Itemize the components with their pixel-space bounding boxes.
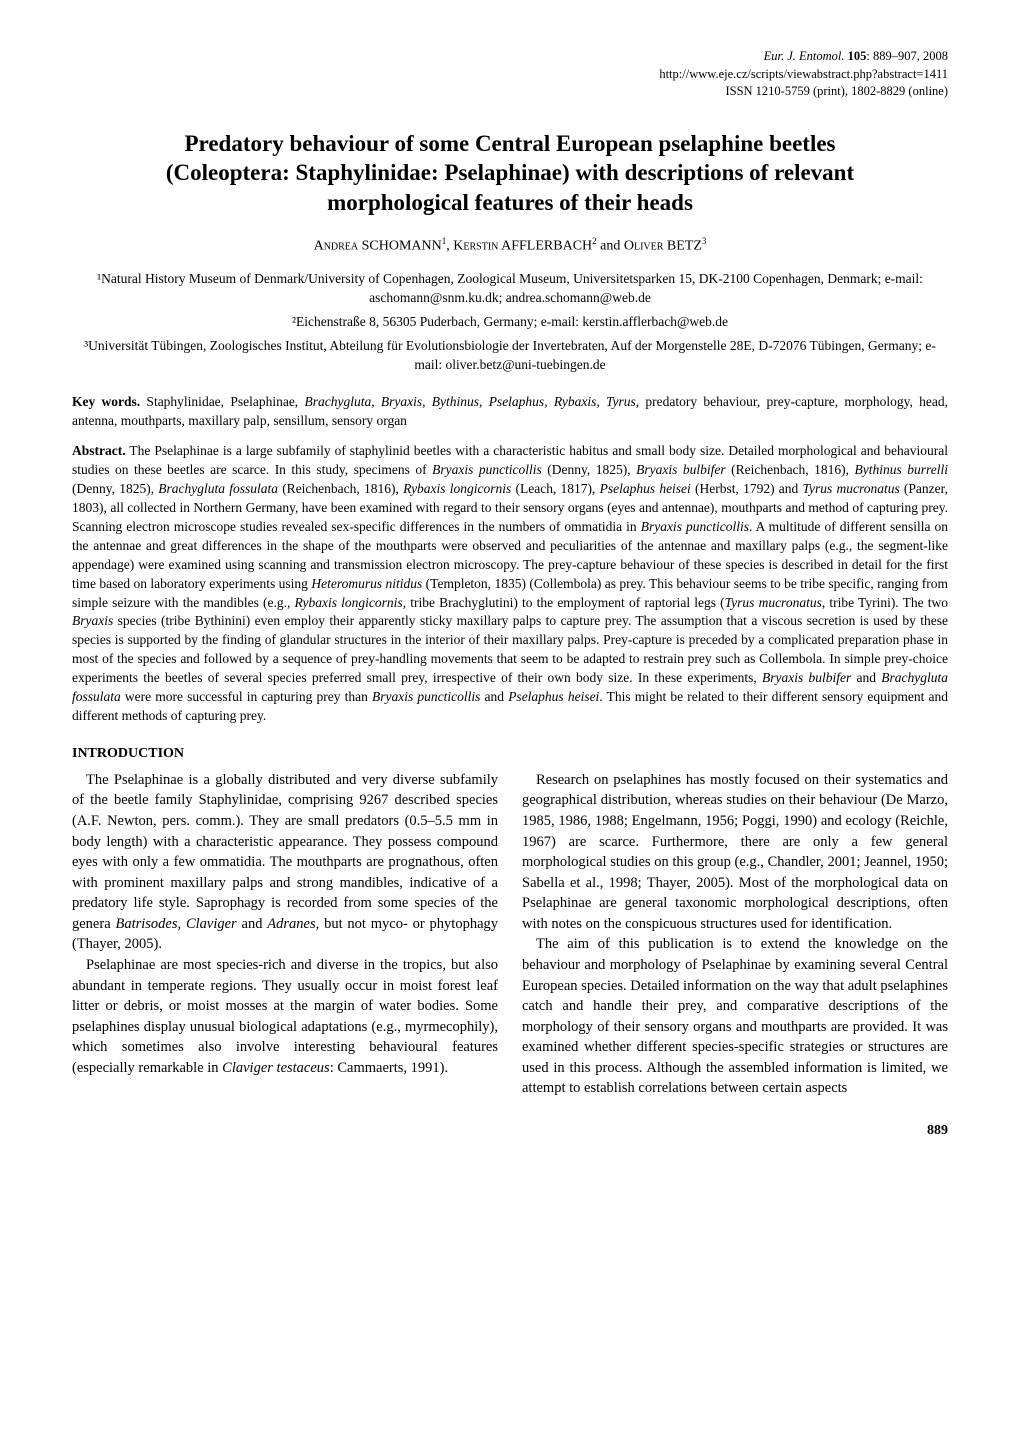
title-line-1: Predatory behaviour of some Central Euro… bbox=[184, 131, 835, 156]
page-number: 889 bbox=[72, 1123, 948, 1139]
keywords-label: Key words. bbox=[72, 394, 140, 409]
title-line-2: (Coleoptera: Staphylinidae: Pselaphinae)… bbox=[166, 160, 854, 185]
author-list: Andrea SCHOMANN1, Kerstin AFFLERBACH2 an… bbox=[72, 236, 948, 255]
column-right: Research on pselaphines has mostly focus… bbox=[522, 770, 948, 1099]
journal-volume: 105 bbox=[848, 49, 867, 63]
affiliations: ¹Natural History Museum of Denmark/Unive… bbox=[72, 269, 948, 375]
paragraph: The Pselaphinae is a globally distribute… bbox=[72, 770, 498, 955]
column-left: The Pselaphinae is a globally distribute… bbox=[72, 770, 498, 1099]
affiliation-3: ³Universität Tübingen, Zoologisches Inst… bbox=[72, 336, 948, 375]
section-heading-introduction: INTRODUCTION bbox=[72, 746, 948, 762]
abstract-body: The Pselaphinae is a large subfamily of … bbox=[72, 443, 948, 722]
keywords: Key words. Staphylinidae, Pselaphinae, B… bbox=[72, 393, 948, 431]
affiliation-1: ¹Natural History Museum of Denmark/Unive… bbox=[72, 269, 948, 308]
keywords-taxa: Brachygluta, Bryaxis, Bythinus, Pselaphu… bbox=[304, 394, 635, 409]
journal-header: Eur. J. Entomol. 105: 889–907, 2008 http… bbox=[72, 48, 948, 101]
journal-citation: Eur. J. Entomol. 105: 889–907, 2008 bbox=[72, 48, 948, 66]
paragraph: Pselaphinae are most species-rich and di… bbox=[72, 955, 498, 1078]
body-columns: The Pselaphinae is a globally distribute… bbox=[72, 770, 948, 1099]
affiliation-2: ²Eichenstraße 8, 56305 Puderbach, German… bbox=[72, 312, 948, 332]
journal-issn: ISSN 1210-5759 (print), 1802-8829 (onlin… bbox=[72, 83, 948, 101]
abstract-label: Abstract. bbox=[72, 443, 126, 458]
article-title: Predatory behaviour of some Central Euro… bbox=[92, 129, 928, 219]
title-line-3: morphological features of their heads bbox=[327, 190, 693, 215]
abstract: Abstract. The Pselaphinae is a large sub… bbox=[72, 442, 948, 725]
paragraph: The aim of this publication is to extend… bbox=[522, 934, 948, 1099]
paragraph: Research on pselaphines has mostly focus… bbox=[522, 770, 948, 935]
journal-name: Eur. J. Entomol. bbox=[764, 49, 845, 63]
journal-url: http://www.eje.cz/scripts/viewabstract.p… bbox=[72, 66, 948, 84]
journal-pages: 889–907, 2008 bbox=[873, 49, 948, 63]
